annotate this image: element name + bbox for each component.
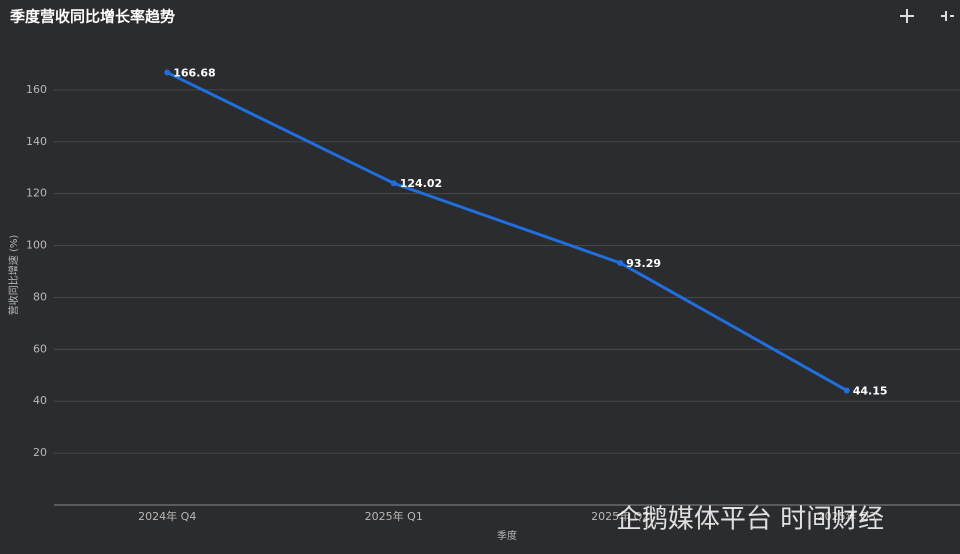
y-tick-label: 120 (26, 187, 47, 200)
x-tick-label: 2025年 Q3 (818, 509, 876, 523)
x-tick-label: 2024年 Q4 (138, 509, 196, 523)
line (166, 71, 848, 392)
y-tick-label: 40 (33, 394, 47, 407)
point (617, 259, 624, 266)
y-tick-label: 60 (33, 342, 47, 355)
collapse-icon[interactable] (941, 11, 954, 21)
y-tick-label: 140 (26, 135, 47, 148)
data-label: 166.68 (173, 67, 215, 80)
expand-icon[interactable] (900, 9, 914, 23)
point (164, 69, 171, 76)
data-label: 93.29 (626, 257, 661, 270)
y-tick-label: 80 (33, 290, 47, 303)
point (843, 387, 850, 394)
y-tick-label: 20 (33, 446, 47, 459)
y-tick-label: 160 (26, 83, 47, 96)
x-tick-label: 2025年 Q1 (365, 509, 423, 523)
chart-title: 季度营收同比增长率趋势 (10, 8, 175, 26)
y-tick-label: 100 (26, 239, 47, 252)
x-axis-title: 季度 (497, 529, 517, 542)
watermark: 企鹅媒体平台 时间财经 (616, 505, 884, 535)
point (390, 180, 397, 187)
x-tick-label: 2025年 Q2 (591, 509, 649, 523)
data-label: 44.15 (853, 384, 888, 397)
y-axis-title: 营收同比增速 (%) (7, 235, 20, 316)
data-label: 124.02 (400, 177, 442, 190)
